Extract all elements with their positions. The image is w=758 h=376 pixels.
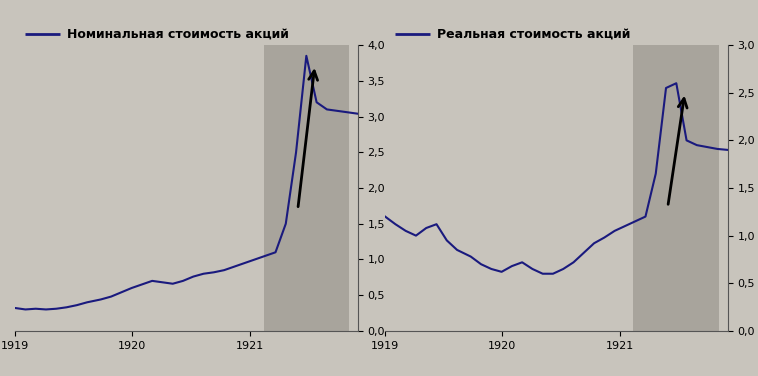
Text: Номинальная стоимость акций: Номинальная стоимость акций [67, 27, 288, 40]
Text: Реальная стоимость акций: Реальная стоимость акций [437, 27, 630, 40]
Bar [634, 45, 719, 331]
Bar [264, 45, 349, 331]
